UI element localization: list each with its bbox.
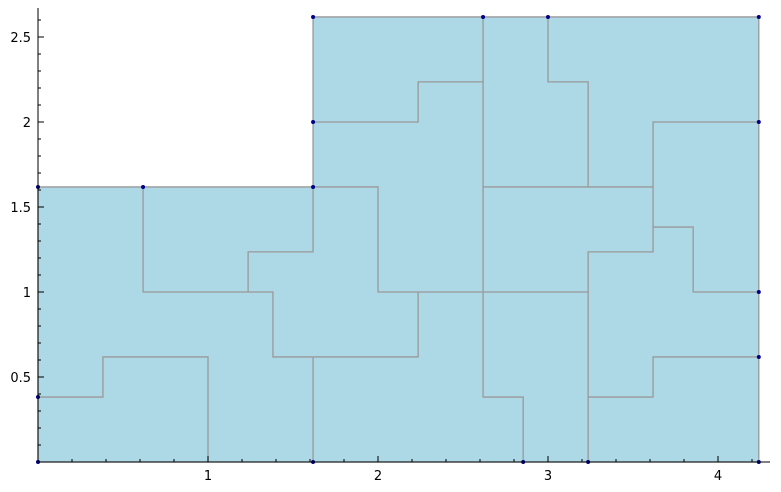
plot-area	[36, 14, 761, 464]
boundary-segment-8	[547, 16, 589, 187]
y-tick-label: 2.5	[10, 31, 31, 46]
vertex-point-8	[546, 14, 550, 19]
vertex-point-5	[311, 120, 316, 124]
vertex-point-10	[756, 120, 761, 124]
y-tick-label: 1.5	[10, 201, 31, 216]
vertex-point-7	[481, 14, 486, 19]
boundary-segment-1	[142, 186, 419, 358]
boundary-segment-11	[588, 356, 759, 398]
boundary-segment-9	[587, 121, 759, 292]
x-tick-label: 2	[374, 469, 382, 484]
vertex-point-6	[311, 14, 316, 19]
axes: 1 2 3 4 0.5 1 1.5 2 2.5	[10, 8, 770, 484]
vertex-point-11	[756, 290, 761, 294]
x-tick-label: 3	[544, 469, 552, 484]
vertex-point-9	[756, 14, 761, 19]
region-outline	[37, 16, 760, 463]
tile-boundaries	[38, 16, 759, 462]
region-fill	[37, 16, 760, 463]
boundary-segment-0	[38, 356, 209, 462]
boundary-segment-6	[482, 81, 524, 462]
boundary-segment-10	[653, 226, 759, 293]
x-tick-label: 4	[714, 469, 722, 484]
boundary-segment-2	[247, 186, 314, 292]
vertex-point-12	[756, 354, 761, 359]
vertex-point-3	[141, 184, 146, 189]
y-tick-label: 1	[23, 286, 31, 301]
boundary-segment-4	[313, 186, 589, 462]
y-ticks: 0.5 1 1.5 2 2.5	[10, 19, 44, 446]
x-tick-label: 1	[204, 469, 212, 484]
vertex-point-4	[311, 184, 316, 189]
y-tick-label: 0.5	[10, 371, 31, 386]
y-tick-label: 2	[23, 116, 31, 131]
x-ticks: 1 2 3 4	[71, 456, 753, 484]
boundary-segment-5	[313, 16, 484, 123]
